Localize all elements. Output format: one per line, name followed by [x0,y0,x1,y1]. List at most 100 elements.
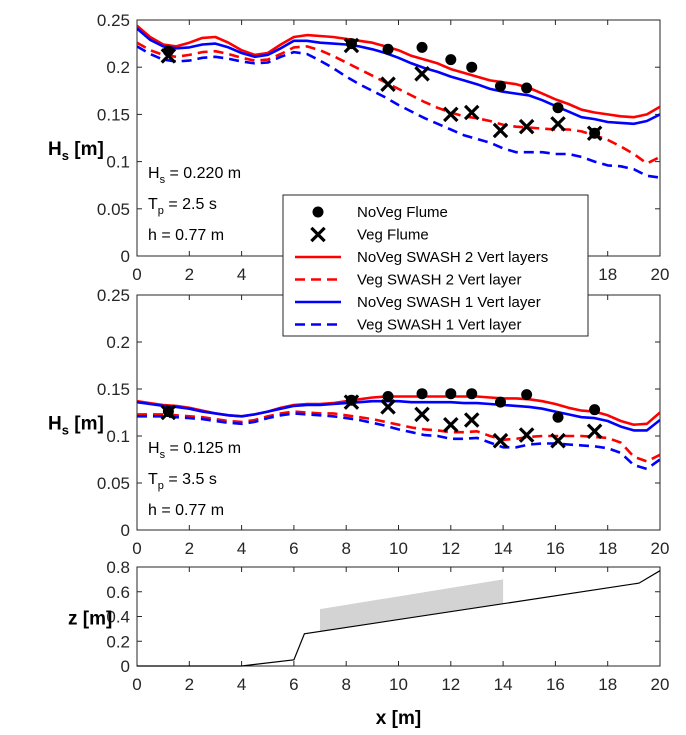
y-axis-label: z [m] [68,609,112,630]
data-point-noveg [521,389,533,401]
condition-note: Hs = 0.125 m [148,440,241,461]
condition-note: Hs = 0.220 m [148,165,241,186]
x-tick-label: 4 [237,675,246,694]
y-tick-label: 0.05 [97,474,130,493]
cross-stroke [160,48,177,64]
x-axis-label: x [m] [376,708,421,729]
legend-entry: NoVeg SWASH 1 Vert layer [295,294,541,311]
x-tick-label: 12 [441,675,460,694]
y-tick-label: 0.4 [106,608,130,627]
data-point-veg [160,48,177,64]
y-tick-label: 0 [121,657,130,676]
data-point-veg [518,118,535,135]
cross-stroke [414,406,430,423]
cross-stroke [343,37,360,54]
x-tick-label: 2 [185,265,194,284]
x-tick-label: 18 [598,675,617,694]
y-tick-label: 0.2 [106,58,130,77]
x-tick-label: 8 [341,539,350,558]
legend-dot-icon [312,206,324,218]
data-point-noveg [382,43,394,55]
cross-stroke [492,122,509,139]
data-point-noveg [416,388,428,400]
x-tick-label: 14 [494,675,513,694]
series-line [137,41,660,165]
y-axis-label: Hs [m] [48,139,104,163]
x-tick-label: 4 [237,265,246,284]
y-tick-label: 0.15 [97,105,130,124]
y-tick-label: 0.25 [97,11,130,30]
data-point-noveg [589,404,601,416]
cross-stroke [160,404,177,421]
series-line [137,27,660,126]
y-tick-label: 0.25 [97,286,130,305]
y-tick-label: 0.6 [106,583,130,602]
cross-stroke [443,106,459,123]
data-point-veg [414,66,430,82]
y-tick-label: 0.2 [106,333,130,352]
data-point-veg [550,116,566,132]
data-point-veg [586,423,603,440]
legend-box [282,194,589,337]
cross-stroke [518,427,535,443]
condition-note: h = 0.77 m [148,227,224,244]
cross-stroke [586,125,603,142]
cross-stroke [550,116,566,132]
x-tick-label: 16 [546,539,565,558]
data-point-noveg [521,82,533,94]
cross-stroke [443,416,459,433]
legend-entry: NoVeg SWASH 2 Vert layers [295,249,548,266]
data-point-noveg [494,80,506,92]
cross-stroke [380,76,396,92]
legend-entry: Veg SWASH 2 Vert layer [295,272,522,289]
x-tick-label: 18 [598,539,617,558]
condition-note: Tp = 2.5 s [148,196,217,217]
legend-entry: NoVeg Flume [312,204,448,221]
x-tick-label: 4 [237,539,246,558]
data-point-veg [343,37,360,54]
data-point-veg [492,432,509,449]
x-tick-label: 12 [441,539,460,558]
series-line [137,45,660,179]
data-point-veg [586,125,603,142]
data-point-veg [463,412,480,428]
legend-entry: Veg SWASH 1 Vert layer [295,317,522,334]
x-tick-label: 0 [132,539,141,558]
cross-stroke [380,399,396,415]
y-axis-label: Hs [m] [48,414,104,438]
condition-note: Tp = 3.5 s [148,471,217,492]
legend: NoVeg Flume Veg Flume NoVeg SWASH 2 Vert l… [282,194,589,337]
cross-stroke [414,66,430,82]
x-tick-label: 20 [651,675,670,694]
data-point-veg [463,104,480,121]
legend-label: NoVeg Flume [357,204,448,221]
legend-label: NoVeg SWASH 2 Vert layers [357,249,548,266]
cross-stroke [518,118,535,135]
legend-entry: Veg Flume [310,227,429,244]
series-group [137,24,660,179]
cross-stroke [463,104,480,121]
legend-label: Veg SWASH 1 Vert layer [357,317,522,334]
y-tick-label: 0.05 [97,200,130,219]
condition-note: h = 0.77 m [148,502,224,519]
y-tick-label: 0.1 [106,427,130,446]
data-point-veg [443,106,459,123]
data-point-noveg [552,102,564,114]
series-line [137,412,660,471]
legend-label: NoVeg SWASH 1 Vert layer [357,294,541,311]
data-point-veg [518,427,535,443]
x-tick-label: 10 [389,539,408,558]
cross-stroke [463,412,480,428]
data-point-noveg [445,388,457,400]
legend-label: Veg Flume [357,227,429,244]
x-tick-label: 0 [132,675,141,694]
data-point-veg [160,404,177,421]
data-point-veg [343,394,360,410]
x-tick-label: 6 [289,675,298,694]
x-tick-label: 14 [494,539,513,558]
data-point-noveg [445,54,457,66]
data-point-noveg [466,61,478,73]
cross-stroke [586,423,603,440]
legend-label: Veg SWASH 2 Vert layer [357,272,522,289]
